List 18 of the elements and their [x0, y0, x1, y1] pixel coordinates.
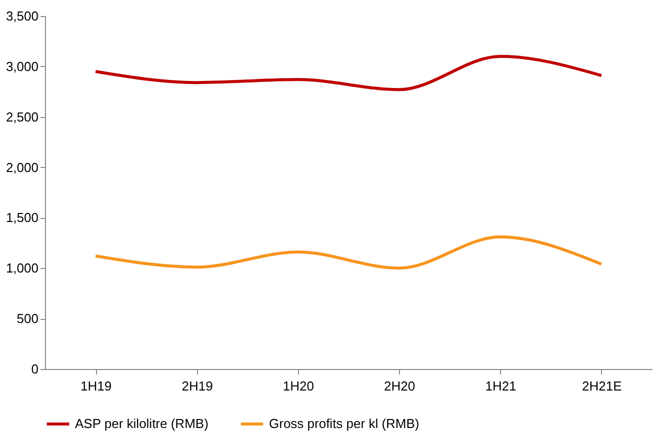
x-tick-label: 2H20 — [384, 378, 416, 394]
y-tick-label: 3,000 — [6, 58, 38, 74]
y-tick-label: 0 — [31, 362, 38, 376]
x-tick-label: 1H19 — [80, 378, 112, 394]
y-tick-label: 3,500 — [6, 8, 38, 24]
legend-label: ASP per kilolitre (RMB) — [75, 416, 208, 431]
y-tick-label: 1,000 — [6, 260, 38, 276]
legend-label: Gross profits per kl (RMB) — [269, 416, 420, 431]
y-tick-label: 500 — [16, 311, 38, 326]
line-series — [94, 235, 603, 270]
y-tick-label: 1,500 — [6, 210, 38, 226]
x-tick-label: 1H20 — [282, 378, 314, 394]
y-tick-label: 2,500 — [6, 109, 38, 124]
x-tick-label: 1H21 — [485, 378, 516, 394]
y-tick-label: 2,000 — [6, 160, 38, 175]
x-tick-label: 2H21E — [582, 378, 622, 394]
line-series — [94, 54, 603, 92]
x-tick-label: 2H19 — [182, 378, 213, 394]
